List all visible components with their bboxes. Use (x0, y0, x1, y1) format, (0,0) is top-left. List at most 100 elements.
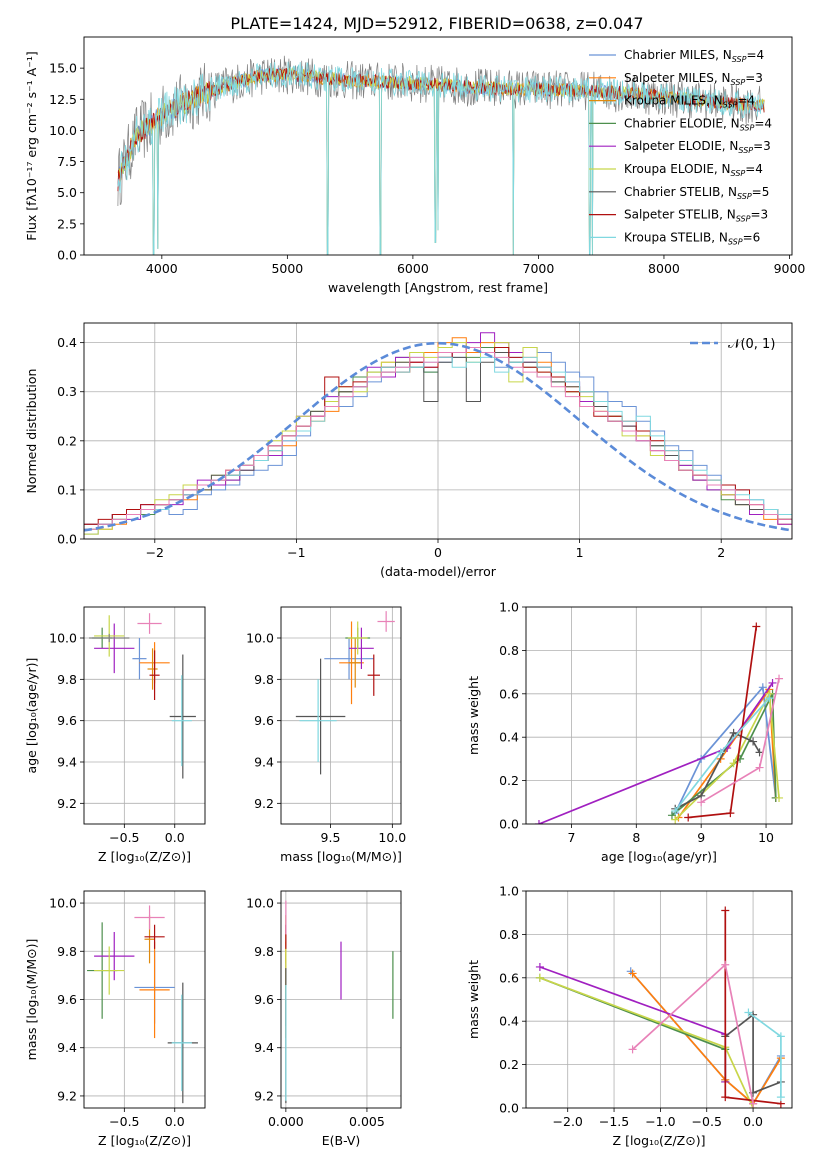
residuals-ytick-label: 0.4 (57, 335, 77, 350)
age_vs_mass-xlabel: mass [log₁₀(M/M⊙)] (280, 849, 402, 864)
weight-marker (628, 969, 637, 978)
weight_vs_Z-ytick-label: 1.0 (499, 884, 519, 899)
spectrum-xtick-label: 5000 (271, 261, 303, 276)
residuals-panel: −2 −1 0 1 2 0.0 0.1 0.2 0.3 0.4 (data-model)/error… (24, 322, 793, 579)
mass_vs_EBV-ytick-label: 9.2 (254, 1088, 274, 1103)
mass_vs_Z-ytick-label: 9.8 (57, 944, 77, 959)
weight_vs_Z-ylabel: mass weight (466, 960, 481, 1039)
spectrum-ylabel: Flux [fλ10⁻¹⁷ erg cm⁻² s⁻¹ A⁻¹] (24, 51, 39, 240)
legend-label: Kroupa ELODIE, NSSP=4 (624, 162, 763, 178)
mass_vs_Z-panel: −0.5 0.0 9.2 9.4 9.6 9.8 10.0 Z [log₁₀(Z/Z⊙)] ma… (24, 890, 206, 1148)
legend-label: Salpeter ELODIE, NSSP=3 (624, 139, 771, 155)
mass_vs_Z-ytick-label: 9.2 (57, 1088, 77, 1103)
age_vs_Z-ytick-label: 9.2 (57, 796, 77, 811)
weight-marker (721, 1093, 730, 1102)
spectrum-ytick-label: 2.5 (57, 216, 77, 231)
spectrum-ytick-label: 7.5 (57, 154, 77, 169)
age_vs_mass-plot-area (295, 611, 395, 775)
residuals-xtick-label: 1 (576, 545, 584, 560)
weight-marker (697, 798, 706, 807)
gaussian-curve (84, 341, 792, 532)
legend-label: Chabrier STELIB, NSSP=5 (624, 185, 769, 201)
residuals-xtick-label: −1 (287, 545, 305, 560)
weight-marker (749, 1099, 758, 1108)
legend-label: Salpeter STELIB, NSSP=3 (624, 208, 768, 224)
legend-label: Kroupa MILES, NSSP=4 (624, 94, 755, 110)
legend-label: Kroupa STELIB, NSSP=6 (624, 230, 760, 246)
mass_vs_Z-ylabel: mass [log₁₀(M/M⊙)] (24, 939, 39, 1061)
spectrum-ytick-label: 12.5 (49, 92, 77, 107)
weight-marker (716, 748, 725, 757)
weight-marker (776, 1032, 785, 1041)
age_vs_mass-xtick-label: 9.5 (321, 830, 341, 845)
mass_vs_Z-frame (83, 890, 206, 1109)
histogram-step (84, 347, 792, 539)
age_vs_Z-ytick-label: 9.4 (57, 755, 77, 770)
weight-marker (729, 759, 738, 768)
weight-marker (768, 678, 777, 687)
weight_vs_Z-xlabel: Z [log₁₀(Z/Z⊙)] (613, 1133, 706, 1148)
residuals-ytick-label: 0.1 (57, 482, 77, 497)
mass_vs_Z-ytick-label: 9.6 (57, 992, 77, 1007)
weight-marker (775, 793, 784, 802)
mass_vs_Z-plot-area (87, 905, 198, 1104)
weight-marker (667, 811, 676, 820)
mass_vs_Z-ytick-label: 10.0 (49, 896, 77, 911)
spectrum-ytick-label: 15.0 (49, 61, 77, 76)
weight-marker (671, 806, 680, 815)
spectrum-xlabel: wavelength [Angstrom, rest frame] (328, 280, 548, 295)
age_vs_Z-xlabel: Z [log₁₀(Z/Z⊙)] (98, 849, 191, 864)
spectrum-line-kroupa-stelib (117, 61, 765, 255)
weight-marker (534, 820, 543, 824)
spectrum-xtick-label: 4000 (146, 261, 178, 276)
spectrum-ytick-label: 10.0 (49, 123, 77, 138)
spectrum-ytick-label: 5.0 (57, 185, 77, 200)
mass_vs_EBV-ytick-label: 9.4 (254, 1040, 274, 1055)
age_vs_mass-ytick-label: 9.6 (254, 713, 274, 728)
weight-marker (628, 1045, 637, 1054)
weight-marker (535, 973, 544, 982)
weight_vs_Z-ytick-label: 0.0 (499, 1101, 519, 1116)
weight_vs_age-xtick-label: 7 (567, 830, 575, 845)
weight_vs_Z-xtick-label: −1.0 (645, 1114, 675, 1129)
spectrum-line-chabrier-miles (117, 67, 765, 255)
age_vs_mass-ytick-label: 9.2 (254, 796, 274, 811)
mass_vs_Z-xlabel: Z [log₁₀(Z/Z⊙)] (98, 1133, 191, 1148)
weight_vs_age-ytick-label: 0.8 (499, 643, 519, 658)
age_vs_Z-ytick-label: 9.8 (57, 672, 77, 687)
weight_vs_age-ylabel: mass weight (466, 676, 481, 755)
residuals-ylabel: Normed distribution (24, 369, 39, 494)
mass_vs_EBV-ytick-label: 10.0 (246, 896, 274, 911)
spectrum-line-datagray (117, 55, 765, 255)
weight_vs_Z-ytick-label: 0.8 (499, 927, 519, 942)
age_vs_Z-ylabel: age [log₁₀(age/yr)] (24, 658, 39, 774)
weight-marker (776, 1093, 785, 1102)
weight-marker (758, 683, 767, 692)
age_vs_Z-frame (83, 606, 206, 825)
weight_vs_Z-ytick-label: 0.6 (499, 970, 519, 985)
weight_vs_Z-xtick-label: −0.5 (692, 1114, 722, 1129)
weight_vs_age-ytick-label: 0.2 (499, 773, 519, 788)
age_vs_Z-panel: −0.5 0.0 9.2 9.4 9.6 9.8 10.0 Z [log₁₀(Z/Z⊙)] ag… (24, 606, 206, 864)
weight-marker (749, 737, 758, 746)
weight_vs_age-xtick-label: 9 (697, 830, 705, 845)
weight-line (631, 972, 782, 1105)
weight-line (674, 685, 777, 814)
weight-line (724, 1012, 782, 1095)
mass_vs_EBV-panel: 0.000 0.005 9.2 9.4 9.6 9.8 10.0 E(B-V) (246, 890, 402, 1148)
spectrum-legend: Chabrier MILES, NSSP=4 Salpeter MILES, NS… (589, 48, 772, 246)
mass_vs_EBV-plot-area (285, 900, 394, 1104)
residuals-ytick-label: 0.0 (57, 532, 77, 547)
weight-marker (535, 962, 544, 971)
legend-label: Chabrier MILES, NSSP=4 (624, 48, 764, 64)
weight-marker (755, 763, 764, 772)
weight-marker (775, 674, 784, 683)
residuals-plot-area (84, 332, 792, 539)
legend-label: Salpeter MILES, NSSP=3 (624, 71, 763, 87)
mass_vs_EBV-xtick-label: 0.000 (268, 1114, 304, 1129)
age_vs_Z-xtick-label: 0.0 (165, 830, 185, 845)
age_vs_mass-ytick-label: 10.0 (246, 631, 274, 646)
weight_vs_Z-plot-area (535, 906, 785, 1108)
residuals-xtick-label: −2 (146, 545, 164, 560)
